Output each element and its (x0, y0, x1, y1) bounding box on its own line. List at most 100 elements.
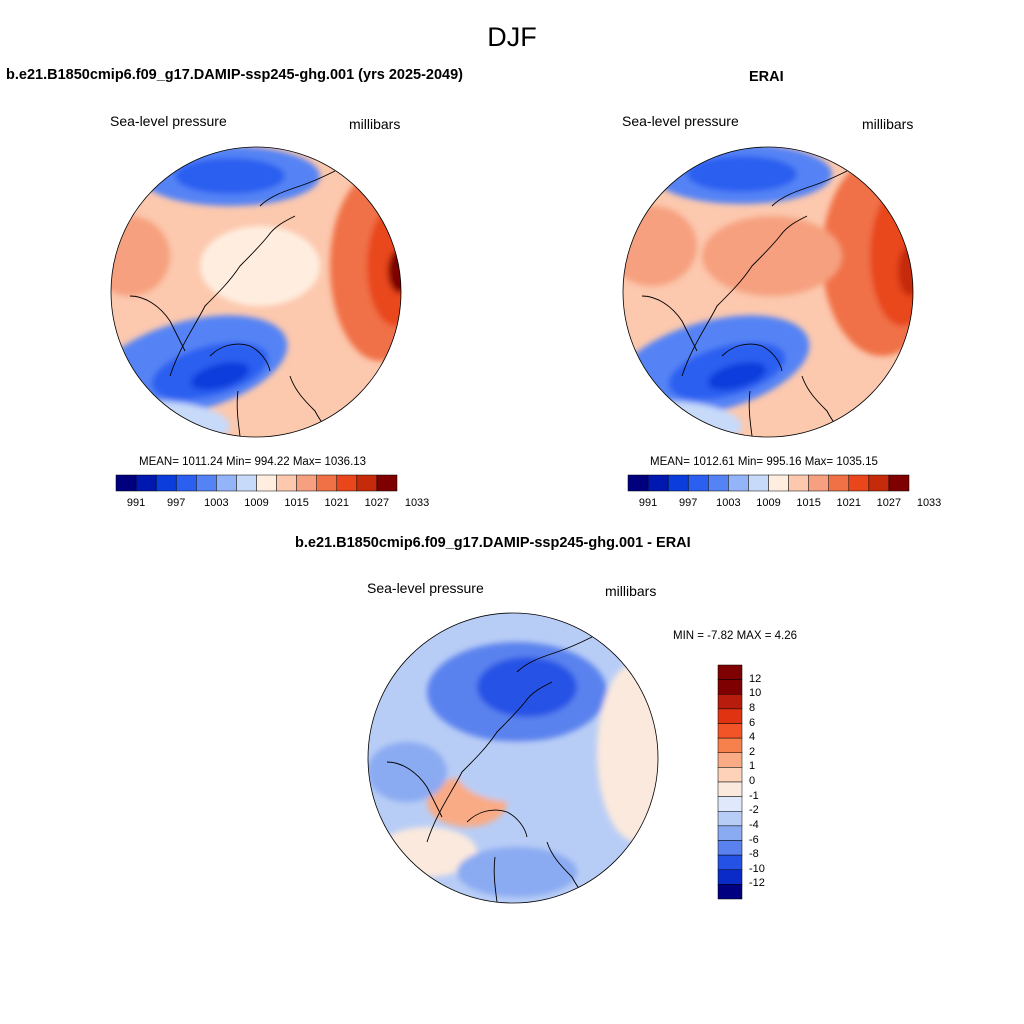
colorbar-box-4 (196, 474, 217, 492)
panel-2-colorbar (627, 474, 910, 492)
colorbar-tick-label: -2 (749, 804, 759, 817)
coastline-segment-2 (466, 809, 528, 838)
colorbar-tick-label: 1015 (284, 497, 309, 509)
panel-3-units-label: millibars (605, 583, 657, 599)
colorbar-box-14 (717, 869, 743, 885)
map-border (110, 146, 402, 438)
colorbar-box-9 (808, 474, 829, 492)
colorbar-box-7 (256, 474, 277, 492)
colorbar-box-10 (316, 474, 338, 492)
colorbar-tick-label: 1 (749, 760, 756, 773)
colorbar-box-5 (717, 737, 743, 753)
pressure-contour-1 (477, 657, 577, 717)
pressure-contour-4 (707, 362, 767, 390)
coastline-segment-3 (771, 170, 848, 207)
colorbar-tick-label: 1009 (244, 497, 269, 509)
map-field (368, 613, 658, 903)
panel-1-colorbar (115, 474, 398, 492)
colorbar-tick-label: 1009 (756, 497, 781, 509)
pressure-contour-10 (111, 401, 230, 437)
colorbar-box-2 (717, 694, 743, 710)
colorbar-tick-label: 2 (749, 745, 756, 758)
figure-title: DJF (487, 22, 537, 52)
colorbar-box-11 (717, 825, 743, 841)
colorbar-tick-label: 1033 (916, 497, 942, 509)
colorbar-tick-label: 1021 (324, 497, 350, 509)
pressure-contour-10 (623, 401, 742, 437)
panel-1-units-label: millibars (349, 116, 401, 132)
colorbar-tick-label: 997 (679, 497, 698, 509)
colorbar-box-2 (155, 474, 177, 492)
panel-1-title: b.e21.B1850cmip6.f09_g17.DAMIP-ssp245-gh… (6, 67, 463, 83)
colorbar-tick-label: -12 (749, 877, 765, 890)
colorbar-tick-label: -4 (749, 818, 759, 831)
colorbar-tick-label: -8 (749, 848, 759, 861)
colorbar-box-12 (717, 840, 743, 856)
colorbar-box-13 (376, 474, 398, 492)
colorbar-box-6 (236, 474, 257, 492)
colorbar-box-5 (728, 474, 749, 492)
coastline-segment-3 (259, 170, 336, 207)
colorbar-tick-label: 1003 (716, 497, 741, 509)
map-border (622, 146, 914, 438)
colorbar-box-11 (848, 474, 870, 492)
coastline-segment-0 (169, 215, 296, 377)
pressure-contour-7 (388, 249, 401, 293)
colorbar-tick-label: 1027 (876, 497, 902, 509)
colorbar-tick-label: 1015 (796, 497, 821, 509)
panel-3-title: b.e21.B1850cmip6.f09_g17.DAMIP-ssp245-gh… (295, 535, 691, 551)
colorbar-tick-label: 10 (749, 687, 762, 700)
colorbar-tick-label: 991 (126, 497, 146, 509)
coastline-segment-0 (681, 215, 808, 377)
colorbar-box-13 (888, 474, 910, 492)
colorbar-tick-label: -1 (749, 789, 759, 802)
colorbar-box-4 (708, 474, 729, 492)
colorbar-box-13 (717, 854, 743, 870)
colorbar-box-5 (216, 474, 237, 492)
colorbar-tick-label: 1003 (204, 497, 229, 509)
colorbar-box-4 (717, 723, 743, 739)
map-border (367, 612, 659, 904)
colorbar-tick-label: 8 (749, 701, 756, 714)
panel-2-title: ERAI (749, 69, 784, 85)
pressure-contour-8 (111, 216, 170, 296)
colorbar-box-8 (276, 474, 297, 492)
colorbar-box-0 (627, 474, 649, 492)
colorbar-box-7 (717, 767, 743, 783)
panel-3-variable-label: Sea-level pressure (367, 580, 484, 596)
coastline-segment-1 (386, 761, 443, 818)
colorbar-box-12 (868, 474, 890, 492)
pressure-contour-1 (687, 156, 797, 192)
colorbar-box-9 (717, 796, 743, 812)
colorbar-box-1 (135, 474, 157, 492)
pressure-contour-9 (702, 216, 842, 296)
colorbar-box-3 (687, 474, 709, 492)
colorbar-box-1 (647, 474, 669, 492)
colorbar-box-3 (175, 474, 197, 492)
colorbar-box-2 (667, 474, 689, 492)
colorbar-box-0 (717, 664, 743, 680)
coastline-segment-2 (209, 343, 271, 372)
colorbar-box-7 (768, 474, 789, 492)
colorbar-tick-label: 0 (749, 775, 756, 787)
colorbar-tick-label: 1021 (836, 497, 862, 509)
map-field (623, 147, 913, 437)
panel-1-polar-map (110, 146, 402, 438)
coastline-segment-3 (516, 636, 593, 673)
pressure-contour-4 (190, 362, 250, 390)
colorbar-tick-label: 1027 (364, 497, 390, 509)
colorbar-tick-label: -6 (749, 833, 759, 846)
colorbar-box-1 (717, 679, 743, 695)
colorbar-box-10 (717, 811, 743, 827)
pressure-contour-6 (368, 742, 447, 802)
coastline-segment-1 (129, 295, 186, 352)
coastline-segment-1 (641, 295, 698, 352)
pressure-contour-7 (898, 246, 913, 296)
panel-3-stats: MIN = -7.82 MAX = 4.26 (673, 630, 798, 642)
panel-3-colorbar (717, 664, 743, 900)
colorbar-tick-label: 997 (167, 497, 186, 509)
colorbar-tick-label: 6 (749, 716, 756, 729)
colorbar-tick-label: 4 (749, 731, 756, 744)
colorbar-box-8 (788, 474, 809, 492)
pressure-contour-8 (623, 206, 697, 286)
